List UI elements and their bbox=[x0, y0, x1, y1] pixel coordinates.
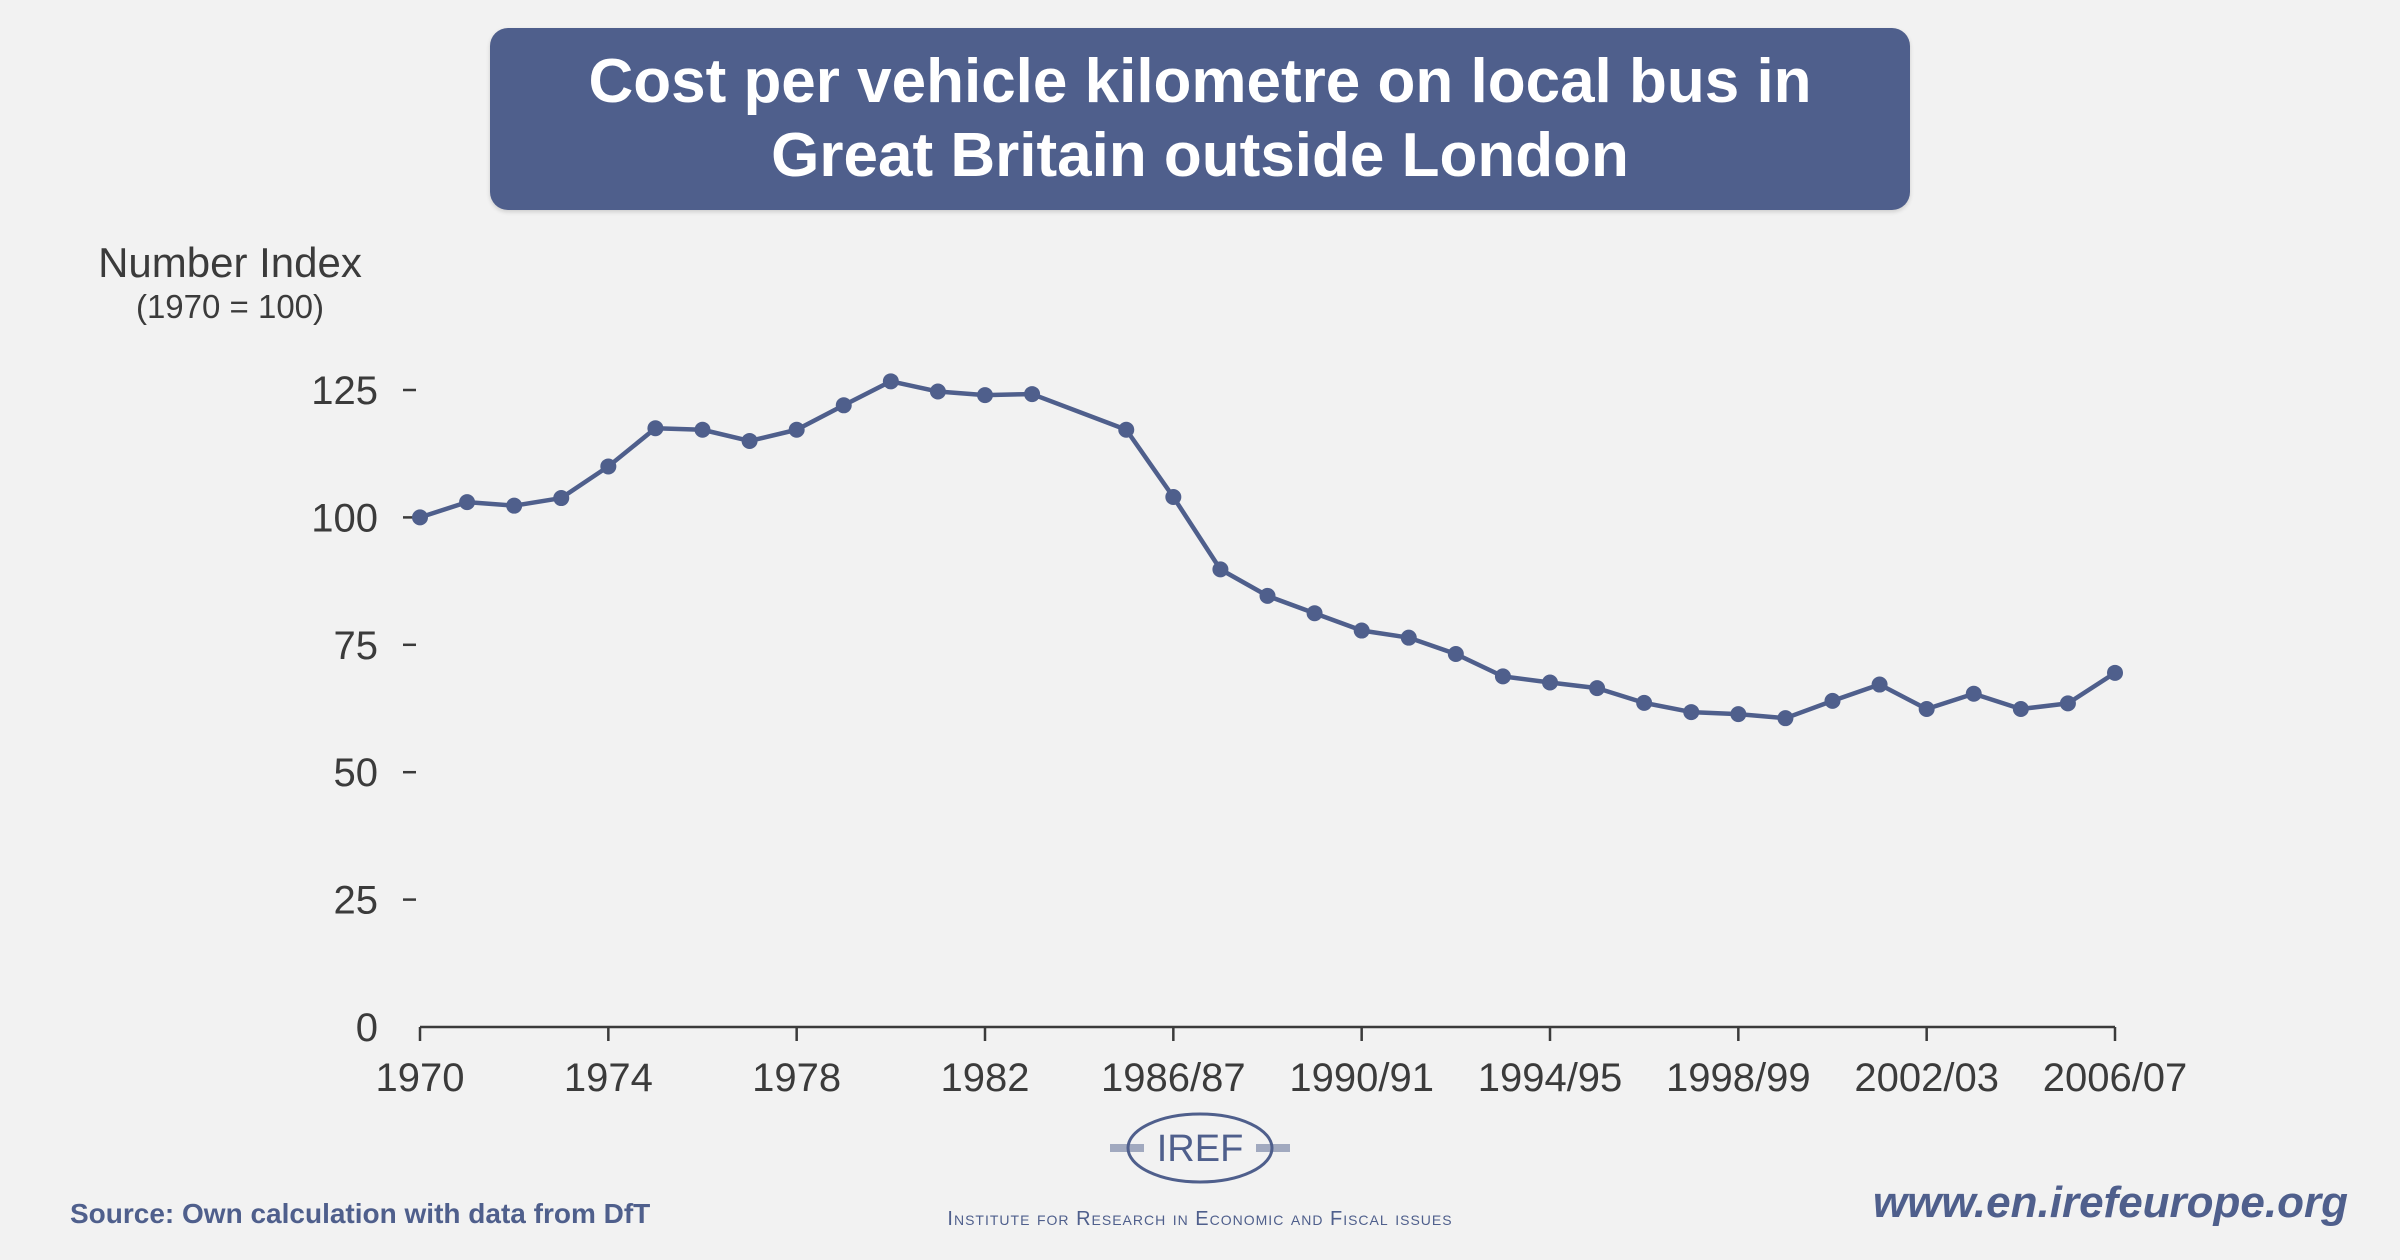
data-point bbox=[1259, 587, 1276, 604]
data-point bbox=[1306, 605, 1323, 622]
data-point bbox=[1542, 674, 1558, 691]
data-point bbox=[788, 421, 805, 438]
data-point bbox=[1212, 561, 1229, 578]
data-point bbox=[1730, 706, 1747, 723]
iref-logo: IREF bbox=[1110, 1112, 1290, 1184]
data-point bbox=[506, 497, 523, 514]
data-point bbox=[1683, 704, 1700, 721]
institute-name: Institute for Research in Economic and F… bbox=[947, 1208, 1453, 1230]
data-point bbox=[412, 509, 428, 526]
data-point bbox=[647, 420, 664, 437]
data-point bbox=[1353, 622, 1370, 639]
y-axis-label-main: Number Index bbox=[98, 239, 362, 286]
y-tick-label: 50 bbox=[334, 751, 379, 795]
data-point bbox=[1400, 629, 1417, 646]
logo-right-dots bbox=[1256, 1144, 1290, 1152]
data-point bbox=[1589, 680, 1606, 697]
data-point bbox=[1777, 710, 1794, 727]
y-axis-label: Number Index (1970 = 100) bbox=[60, 238, 400, 326]
chart-title-box: Cost per vehicle kilometre on local bus … bbox=[490, 28, 1910, 210]
x-tick-label: 1982 bbox=[941, 1056, 1030, 1100]
source-note: Source: Own calculation with data from D… bbox=[70, 1198, 651, 1229]
data-point bbox=[1965, 685, 1982, 702]
data-point bbox=[882, 373, 899, 390]
data-point bbox=[1447, 645, 1464, 662]
data-point bbox=[459, 494, 476, 511]
data-point bbox=[977, 387, 993, 404]
chart-title-line-1: Cost per vehicle kilometre on local bus … bbox=[588, 47, 1812, 116]
data-point bbox=[741, 432, 758, 449]
data-point bbox=[2107, 664, 2123, 681]
x-tick-label: 1998/99 bbox=[1666, 1056, 1811, 1100]
data-point bbox=[1024, 386, 1041, 403]
y-tick-label: 25 bbox=[334, 879, 379, 923]
data-point bbox=[1824, 692, 1841, 709]
data-point bbox=[1165, 489, 1182, 506]
website-link[interactable]: www.en.irefeurope.org bbox=[1872, 1178, 2348, 1227]
data-point bbox=[1494, 668, 1511, 685]
x-tick-label: 1978 bbox=[752, 1056, 841, 1100]
x-tick-label: 2006/07 bbox=[2043, 1056, 2188, 1100]
y-tick-label: 75 bbox=[334, 624, 379, 668]
x-tick-label: 1994/95 bbox=[1478, 1056, 1623, 1100]
data-point bbox=[929, 383, 946, 400]
chart-title-line-2: Great Britain outside London bbox=[771, 121, 1629, 190]
logo-text: IREF bbox=[1157, 1128, 1244, 1170]
data-point bbox=[553, 490, 570, 507]
x-tick-label: 1970 bbox=[376, 1056, 465, 1100]
y-tick-label: 0 bbox=[356, 1006, 378, 1050]
y-tick-label: 125 bbox=[311, 369, 378, 413]
logo-left-dots bbox=[1110, 1144, 1144, 1152]
x-tick-label: 1990/91 bbox=[1289, 1056, 1434, 1100]
data-point bbox=[600, 458, 617, 475]
y-axis-label-sub: (1970 = 100) bbox=[135, 288, 325, 325]
x-tick-label: 1986/87 bbox=[1101, 1056, 1246, 1100]
data-point bbox=[2012, 701, 2029, 718]
x-tick-label: 1974 bbox=[564, 1056, 653, 1100]
data-point bbox=[2059, 695, 2076, 712]
data-point bbox=[1118, 421, 1135, 438]
series-line bbox=[419, 379, 2117, 721]
x-tick-label: 2002/03 bbox=[1854, 1056, 1999, 1100]
data-point bbox=[1636, 694, 1653, 711]
y-tick-label: 100 bbox=[311, 496, 378, 540]
data-point bbox=[1871, 676, 1888, 693]
data-point bbox=[694, 421, 711, 438]
data-point bbox=[1918, 701, 1935, 718]
data-point bbox=[835, 397, 852, 414]
